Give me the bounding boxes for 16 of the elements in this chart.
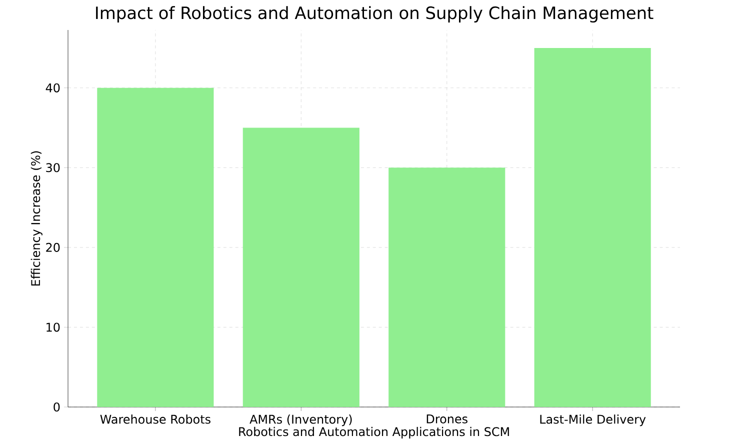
x-axis-title: Robotics and Automation Applications in SCM [239, 426, 509, 438]
chart-title: Impact of Robotics and Automation on Supply Chain Management [96, 6, 654, 22]
y-tick-label: 0 [54, 402, 60, 412]
x-tick-label: Last-Mile Delivery [540, 414, 646, 426]
x-tick-label: Warehouse Robots [100, 414, 210, 424]
y-tick-label: 30 [46, 163, 60, 172]
y-tick-label: 40 [46, 83, 60, 92]
bar [534, 48, 651, 407]
x-tick-label: AMRs (Inventory) [250, 414, 352, 426]
bar [242, 128, 360, 407]
y-tick-label: 20 [46, 242, 60, 252]
bar [97, 88, 214, 407]
y-tick-label: 10 [46, 322, 60, 332]
bar [388, 168, 506, 407]
y-axis-title: Efficiency Increase (%) [30, 151, 42, 286]
x-tick-label: Drones [426, 414, 468, 424]
